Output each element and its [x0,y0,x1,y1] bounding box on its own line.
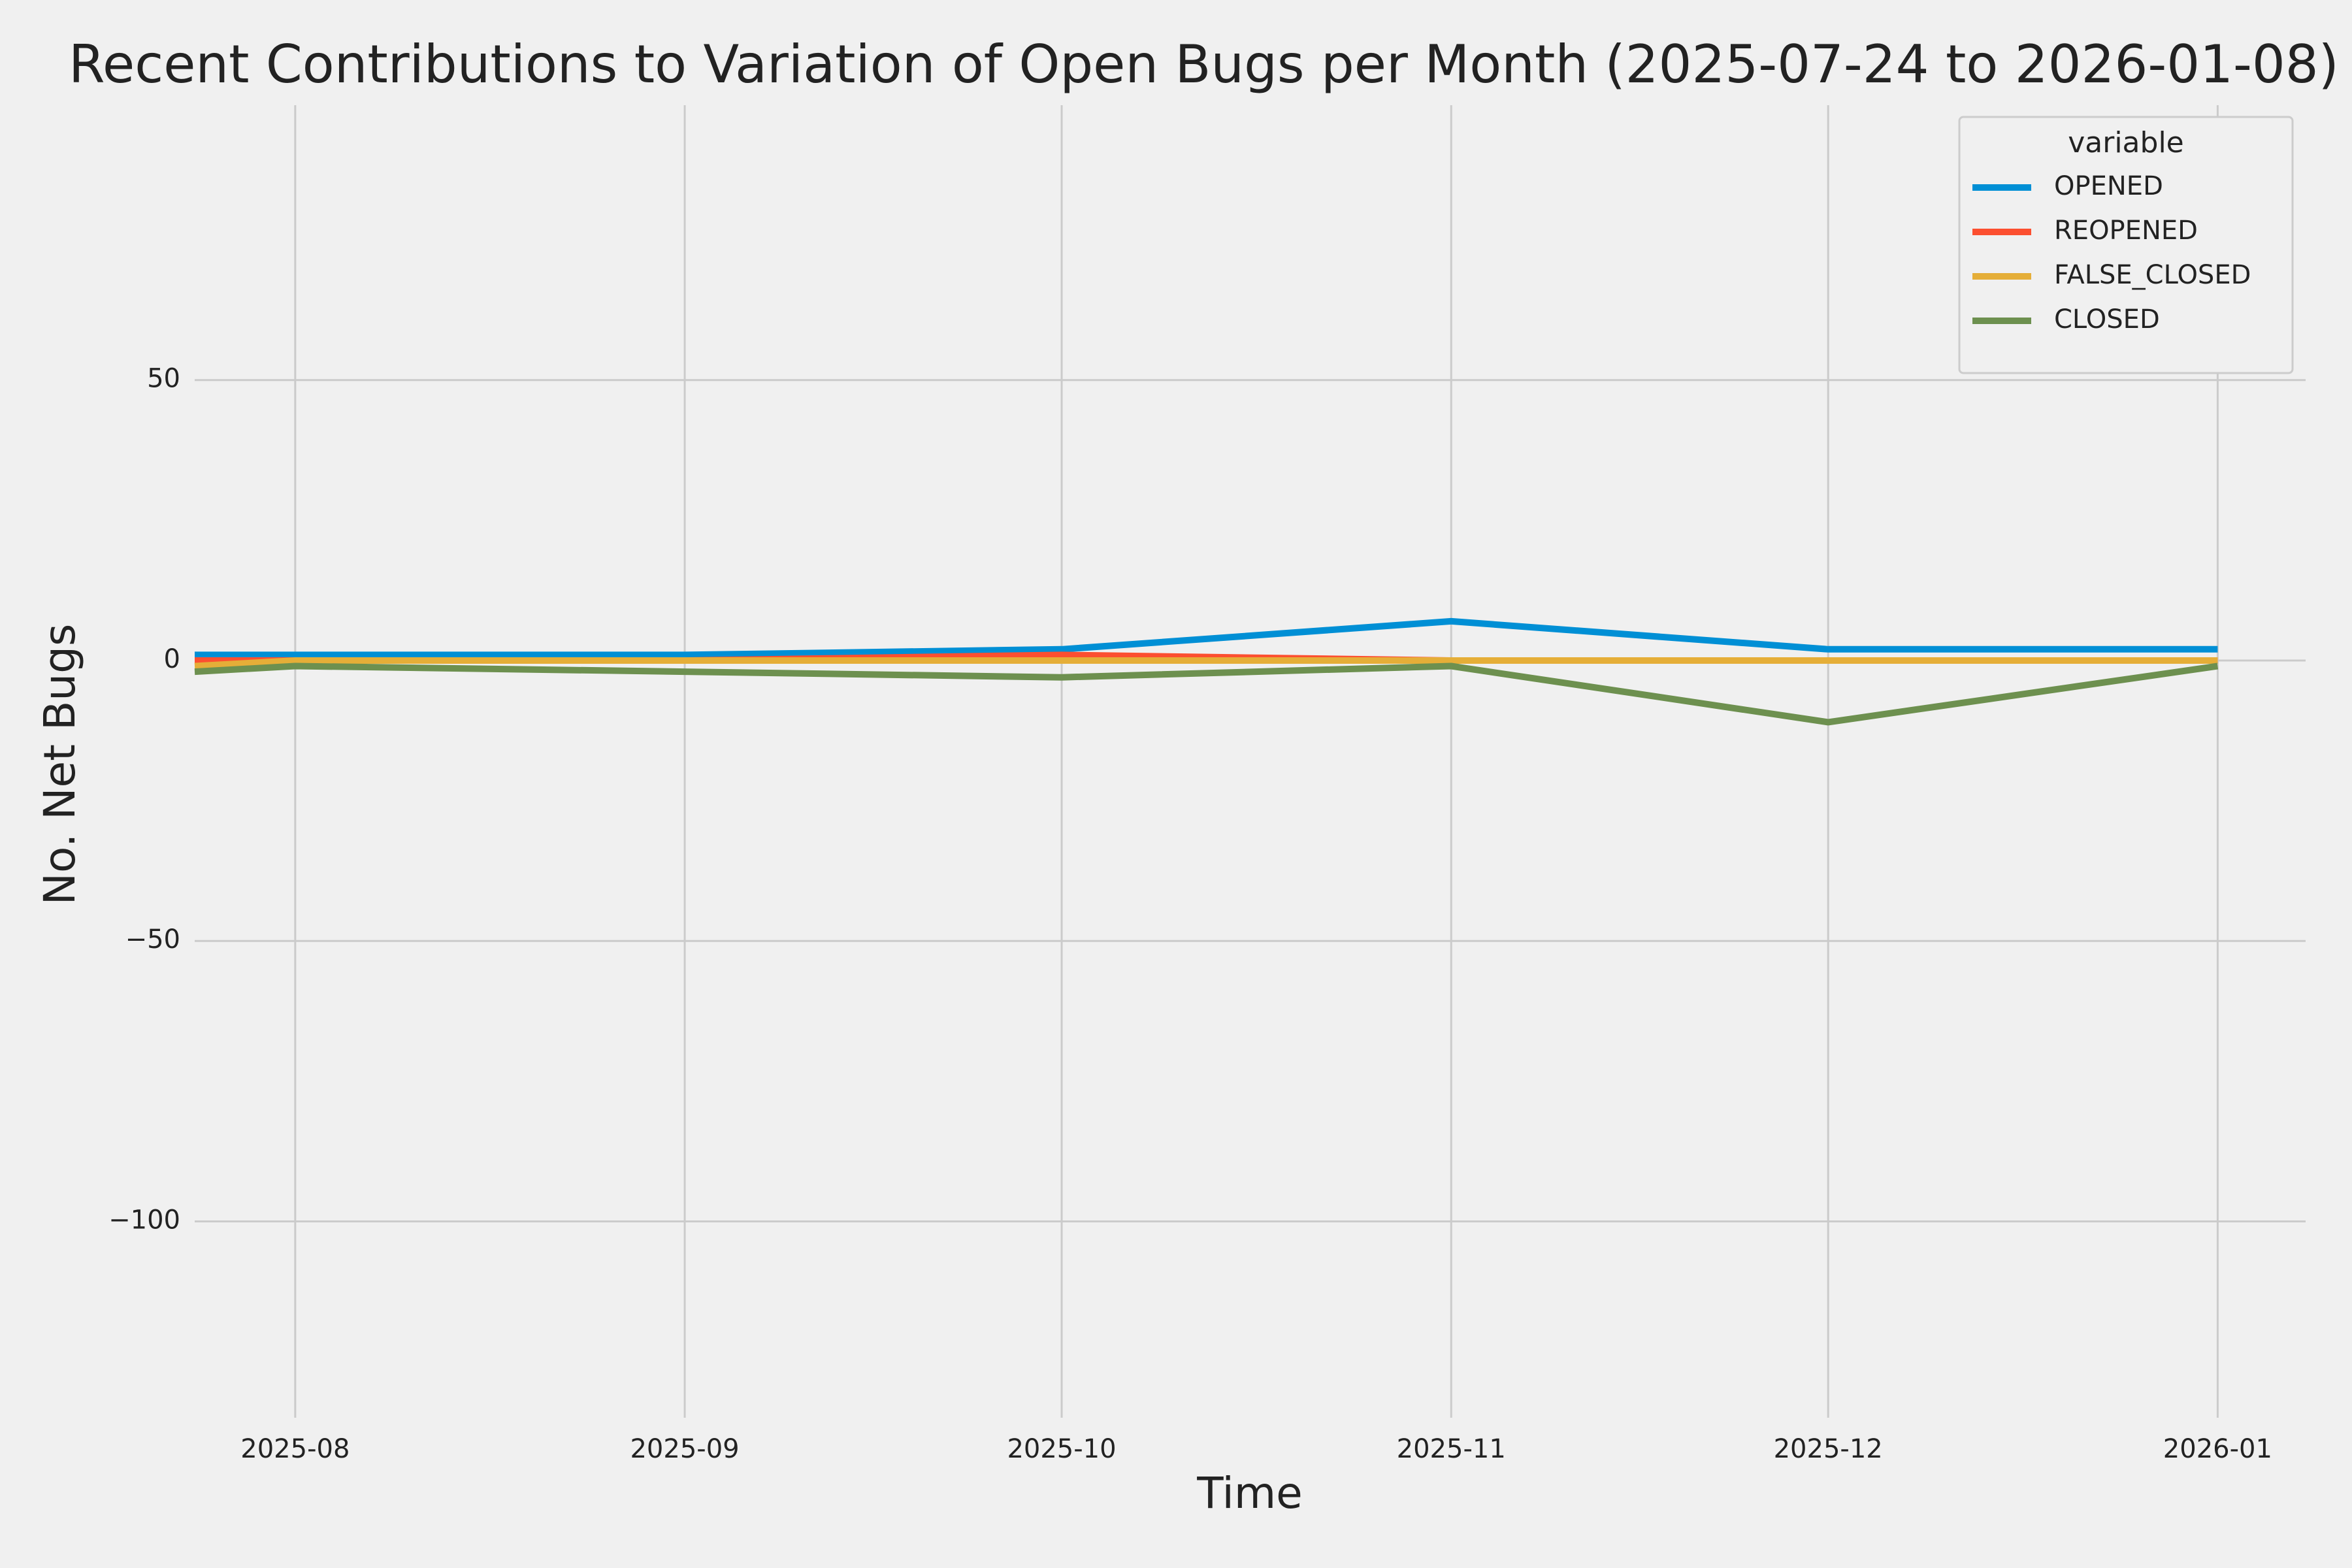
y-tick-label: −50 [125,924,180,955]
series-line [194,657,2218,670]
y-tick-label: −100 [108,1205,180,1235]
legend-label: OPENED [2054,171,2163,201]
series-line [194,662,2219,726]
lines [194,617,2219,726]
x-axis-label: Time [1196,1468,1303,1518]
chart-title: Recent Contributions to Variation of Ope… [69,34,2339,95]
y-axis-label: No. Net Bugs [35,624,85,906]
x-tick-label: 2025-09 [630,1434,739,1464]
x-tick-label: 2025-12 [1774,1434,1883,1464]
legend-label: REOPENED [2054,216,2198,246]
legend-box [1958,116,2294,374]
y-tick-label: 0 [164,644,180,674]
legend-label: CLOSED [2054,304,2160,335]
x-tick-label: 2026-01 [2163,1434,2272,1464]
legend-label: FALSE_CLOSED [2054,260,2251,290]
legend-title: variable [2068,126,2184,159]
x-tick-label: 2025-11 [1397,1434,1506,1464]
series-line [195,617,2218,659]
legend: variable OPENED REOPENED FALSE_CLOSED CLOSED [1958,116,2294,374]
x-tick-label: 2025-08 [240,1434,350,1464]
x-tick-label: 2025-10 [1007,1434,1116,1464]
y-tick-label: 50 [147,364,180,394]
